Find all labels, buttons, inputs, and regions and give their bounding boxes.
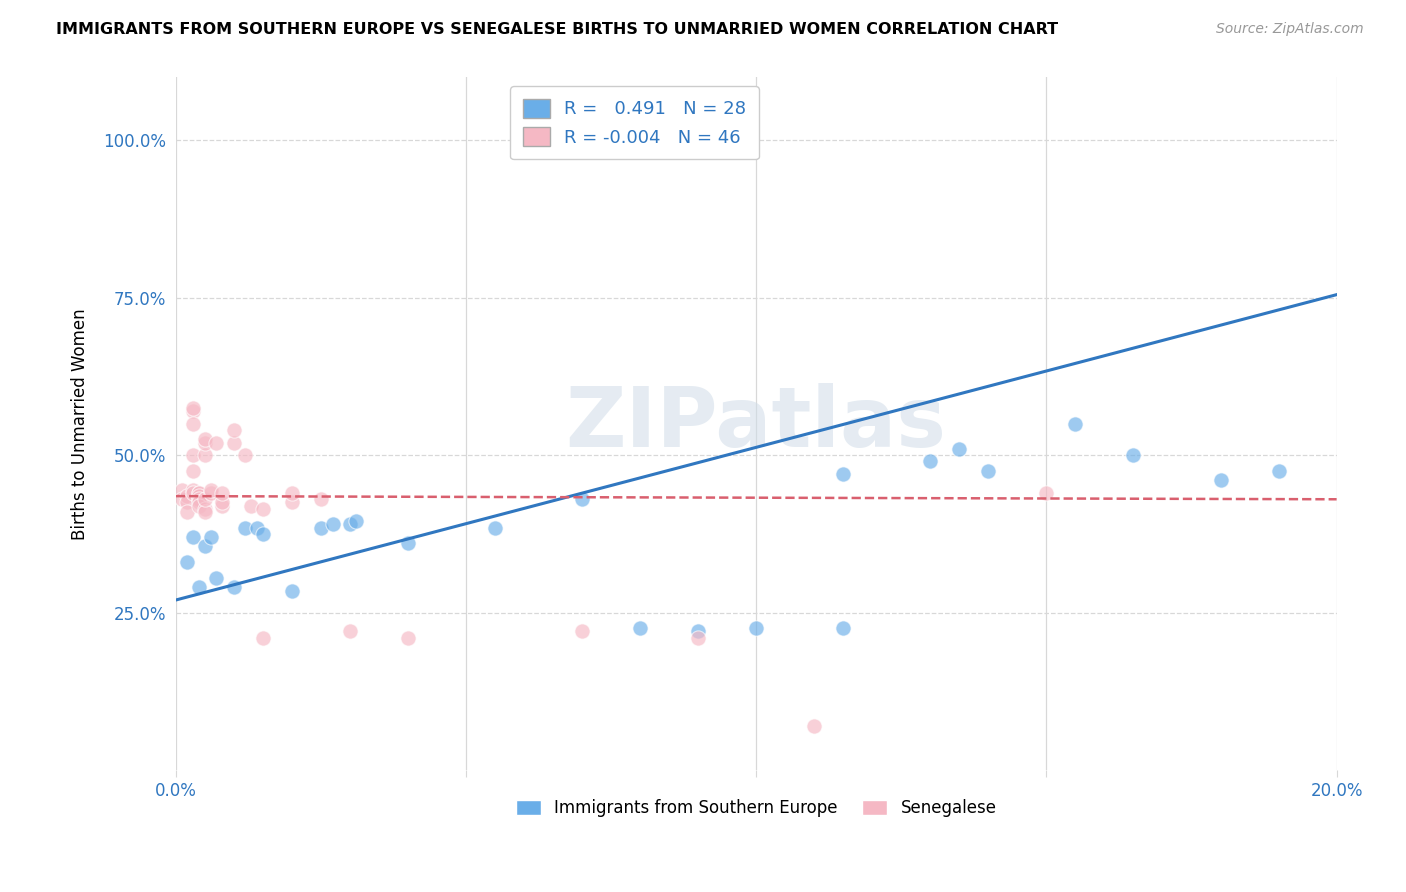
Point <box>181 464 204 478</box>
Point <box>200 486 222 500</box>
Point <box>181 401 204 415</box>
Point <box>188 486 211 500</box>
Point <box>322 517 344 532</box>
Point <box>1209 474 1232 488</box>
Point <box>235 520 257 534</box>
Point <box>181 483 204 497</box>
Point <box>200 530 222 544</box>
Point <box>309 492 332 507</box>
Point <box>188 581 211 595</box>
Point <box>176 495 198 509</box>
Point <box>194 540 217 554</box>
Point <box>194 433 217 447</box>
Point <box>222 435 245 450</box>
Point <box>188 499 211 513</box>
Point <box>688 624 710 639</box>
Point <box>194 492 217 507</box>
Point <box>339 517 361 532</box>
Point <box>1064 417 1087 431</box>
Point <box>181 404 204 418</box>
Point <box>977 464 1000 478</box>
Point <box>948 442 970 456</box>
Point <box>484 520 506 534</box>
Point <box>281 486 304 500</box>
Y-axis label: Births to Unmarried Women: Births to Unmarried Women <box>72 308 89 540</box>
Point <box>344 514 367 528</box>
Point <box>1035 486 1057 500</box>
Point <box>188 492 211 507</box>
Text: IMMIGRANTS FROM SOUTHERN EUROPE VS SENEGALESE BIRTHS TO UNMARRIED WOMEN CORRELAT: IMMIGRANTS FROM SOUTHERN EUROPE VS SENEG… <box>56 22 1059 37</box>
Point <box>181 448 204 462</box>
Point <box>188 495 211 509</box>
Point <box>194 448 217 462</box>
Point <box>194 435 217 450</box>
Point <box>181 417 204 431</box>
Text: Source: ZipAtlas.com: Source: ZipAtlas.com <box>1216 22 1364 37</box>
Point <box>628 621 651 635</box>
Point <box>571 492 593 507</box>
Point <box>745 621 768 635</box>
Point <box>252 501 274 516</box>
Point <box>188 492 211 507</box>
Point <box>246 520 269 534</box>
Point <box>281 495 304 509</box>
Point <box>200 483 222 497</box>
Point <box>211 499 233 513</box>
Point <box>1384 334 1406 349</box>
Point <box>688 631 710 645</box>
Legend: Immigrants from Southern Europe, Senegalese: Immigrants from Southern Europe, Senegal… <box>509 793 1004 824</box>
Point <box>211 495 233 509</box>
Point <box>222 423 245 437</box>
Point <box>832 621 855 635</box>
Point <box>181 530 204 544</box>
Point <box>211 486 233 500</box>
Point <box>281 583 304 598</box>
Point <box>194 505 217 519</box>
Point <box>170 492 193 507</box>
Point <box>194 501 217 516</box>
Point <box>176 555 198 569</box>
Point <box>181 486 204 500</box>
Point <box>396 631 419 645</box>
Point <box>396 536 419 550</box>
Point <box>252 631 274 645</box>
Point <box>240 499 263 513</box>
Point <box>309 520 332 534</box>
Point <box>803 719 825 733</box>
Point <box>188 486 211 500</box>
Point <box>176 489 198 503</box>
Text: ZIPatlas: ZIPatlas <box>565 384 946 464</box>
Point <box>920 454 942 468</box>
Point <box>176 505 198 519</box>
Point <box>188 489 211 503</box>
Point <box>252 527 274 541</box>
Point <box>205 571 228 585</box>
Point <box>170 483 193 497</box>
Point <box>1267 464 1289 478</box>
Point <box>832 467 855 481</box>
Point <box>205 435 228 450</box>
Point <box>1122 448 1144 462</box>
Point <box>235 448 257 462</box>
Point <box>571 624 593 639</box>
Point <box>222 581 245 595</box>
Point <box>339 624 361 639</box>
